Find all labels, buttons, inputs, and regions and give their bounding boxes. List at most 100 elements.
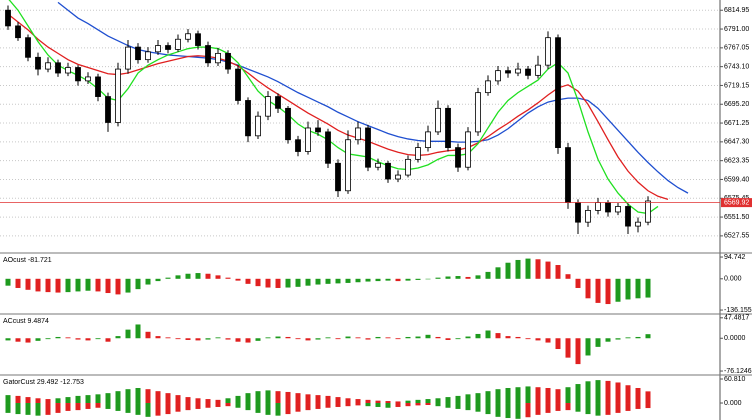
histogram-bar: [145, 331, 151, 339]
histogram-bar: [645, 334, 651, 339]
histogram-bar: [255, 278, 261, 287]
histogram-bar: [405, 336, 411, 339]
histogram-bar: [265, 390, 271, 404]
candle-body: [95, 76, 101, 97]
y-tick-label: 6719.15: [724, 82, 749, 89]
histogram-bar: [515, 336, 521, 339]
histogram-bar: [535, 403, 541, 415]
histogram-bar: [65, 397, 71, 404]
histogram-bar: [45, 278, 51, 293]
candle-body: [445, 107, 451, 148]
y-tick-label: 6767.05: [724, 45, 749, 52]
histogram-bar: [115, 336, 121, 339]
candle-body: [425, 131, 431, 148]
histogram-bar: [45, 399, 51, 404]
histogram-bar: [545, 388, 551, 404]
candle-body: [575, 202, 581, 223]
histogram-bar: [415, 336, 421, 339]
histogram-bar: [105, 393, 111, 404]
candle-body: [405, 158, 411, 176]
histogram-bar: [75, 395, 81, 404]
histogram-bar: [175, 395, 181, 404]
histogram-bar: [205, 403, 211, 408]
histogram-bar: [95, 394, 101, 404]
histogram-bar: [415, 403, 421, 406]
histogram-bar: [265, 337, 271, 339]
histogram-bar: [565, 403, 571, 411]
histogram-bar: [405, 403, 411, 407]
histogram-bar: [25, 338, 31, 343]
histogram-bar: [115, 278, 121, 295]
y-tick-label: 6647.30: [724, 139, 749, 146]
candle-body: [35, 56, 41, 70]
candle-body: [645, 200, 651, 223]
histogram-bar: [505, 403, 511, 419]
histogram-bar: [595, 380, 601, 404]
y-tick-label: 6599.40: [724, 176, 749, 183]
histogram-bar: [245, 403, 251, 411]
histogram-bar: [605, 403, 611, 415]
histogram-bar: [575, 278, 581, 288]
indicator-title: AOcust -81.721: [3, 257, 52, 264]
histogram-bar: [255, 403, 261, 413]
histogram-bar: [155, 403, 161, 416]
histogram-bar: [215, 403, 221, 407]
histogram-bar: [335, 397, 341, 404]
candle-body: [595, 202, 601, 211]
histogram-bar: [65, 278, 71, 293]
candle-body: [475, 92, 481, 133]
histogram-bar: [365, 278, 371, 282]
histogram-bar: [485, 271, 491, 279]
histogram-bar: [75, 403, 81, 411]
candle-body: [615, 206, 621, 213]
histogram-bar: [635, 388, 641, 404]
candle-body: [385, 162, 391, 180]
y-tick-label: 60.810: [724, 376, 746, 383]
histogram-bar: [455, 276, 461, 279]
histogram-bar: [175, 338, 181, 340]
histogram-bar: [225, 398, 231, 404]
histogram-bar: [155, 391, 161, 404]
histogram-bar: [5, 403, 11, 413]
histogram-bar: [605, 278, 611, 305]
y-tick-label: 47.4817: [724, 315, 749, 322]
histogram-bar: [255, 391, 261, 404]
histogram-bar: [485, 391, 491, 404]
histogram-bar: [145, 389, 151, 404]
candle-body: [175, 38, 181, 50]
histogram-bar: [525, 338, 531, 340]
histogram-bar: [475, 403, 481, 412]
histogram-bar: [45, 403, 51, 415]
histogram-bar: [185, 273, 191, 279]
y-tick-label: 6623.35: [724, 158, 749, 165]
indicator-title: ACcust 9.4874: [3, 318, 49, 325]
histogram-bar: [355, 337, 361, 339]
histogram-bar: [295, 278, 301, 287]
histogram-bar: [345, 336, 351, 339]
histogram-bar: [565, 338, 571, 358]
candle-body: [375, 162, 381, 168]
histogram-bar: [35, 278, 41, 292]
candle-body: [335, 162, 341, 192]
histogram-bar: [555, 403, 561, 411]
histogram-bar: [345, 403, 351, 407]
histogram-bar: [285, 278, 291, 288]
histogram-bar: [295, 338, 301, 340]
histogram-bar: [95, 403, 101, 408]
histogram-bar: [395, 401, 401, 404]
candle-body: [215, 52, 221, 64]
candle-body: [225, 52, 231, 70]
candle-body: [585, 209, 591, 223]
histogram-bar: [25, 397, 31, 404]
histogram-bar: [445, 338, 451, 340]
histogram-bar: [505, 336, 511, 339]
histogram-bar: [125, 329, 131, 339]
histogram-bar: [645, 278, 651, 298]
histogram-bar: [445, 397, 451, 404]
histogram-bar: [375, 400, 381, 404]
candle-body: [525, 68, 531, 76]
histogram-bar: [565, 387, 571, 404]
histogram-bar: [645, 391, 651, 404]
histogram-bar: [495, 403, 501, 417]
